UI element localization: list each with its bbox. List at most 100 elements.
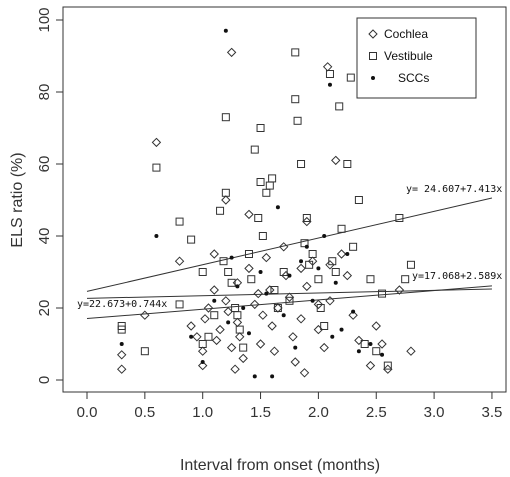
y-tick-label: 80 bbox=[36, 84, 53, 101]
regression-line bbox=[86, 285, 492, 320]
vestibule-point bbox=[273, 304, 282, 312]
cochlea-point bbox=[117, 364, 127, 374]
vestibule-point bbox=[256, 124, 265, 132]
vestibule-point bbox=[354, 196, 363, 204]
y-axis: 0 20 40 60 80 100 bbox=[36, 7, 64, 384]
cochlea-point bbox=[203, 303, 214, 313]
vestibule-point bbox=[314, 275, 323, 284]
regression-equation-label: y= 24.607+7.413x bbox=[406, 184, 502, 195]
cochlea-point bbox=[197, 346, 208, 356]
sccs-point bbox=[330, 334, 335, 339]
y-tick-label: 20 bbox=[36, 300, 53, 317]
y-tick-label: 0 bbox=[36, 376, 53, 384]
vestibule-point bbox=[325, 70, 334, 78]
x-tick-label: 0.5 bbox=[134, 404, 155, 421]
cochlea-point bbox=[394, 285, 405, 295]
y-tick-label: 60 bbox=[36, 156, 53, 173]
cochlea-point bbox=[221, 296, 231, 306]
cochlea-point bbox=[250, 299, 260, 310]
cochlea-point bbox=[192, 332, 202, 342]
vestibule-point bbox=[256, 178, 265, 186]
vestibule-point bbox=[244, 250, 253, 258]
sccs-point bbox=[235, 284, 240, 289]
cochlea-point bbox=[290, 357, 300, 367]
vestibule-point bbox=[117, 325, 126, 334]
cochlea-point bbox=[322, 62, 333, 72]
legend: Cochlea Vestibule SCCs bbox=[356, 17, 477, 99]
y-tick-label: 40 bbox=[36, 228, 53, 245]
sccs-point bbox=[264, 291, 269, 296]
vestibule-point bbox=[279, 268, 288, 276]
cochlea-point bbox=[151, 137, 162, 148]
vestibule-point bbox=[268, 174, 277, 183]
cochlea-point bbox=[215, 324, 225, 335]
vestibule-point bbox=[308, 250, 317, 258]
sccs-point bbox=[275, 205, 280, 210]
vestibule-point bbox=[250, 145, 259, 154]
vestibule-point bbox=[204, 332, 213, 341]
legend-label: Vestibule bbox=[384, 49, 433, 63]
vestibule-point bbox=[406, 260, 415, 269]
sccs-point bbox=[293, 345, 298, 350]
sccs-point bbox=[258, 270, 263, 274]
vestibule-point bbox=[239, 343, 248, 352]
x-tick-label: 2.5 bbox=[366, 404, 387, 421]
sccs-point bbox=[246, 331, 251, 336]
legend-items: Cochlea Vestibule SCCs bbox=[368, 27, 433, 85]
cochlea-point bbox=[230, 364, 240, 374]
vestibule-point bbox=[224, 268, 233, 276]
vestibule-point bbox=[231, 304, 240, 312]
cochlea-point bbox=[336, 249, 347, 259]
cochlea-point bbox=[226, 342, 237, 353]
sccs-point bbox=[223, 28, 228, 33]
sccs-point bbox=[200, 360, 205, 364]
cochlea-point bbox=[325, 296, 335, 306]
cochlea-point bbox=[244, 263, 254, 274]
x-tick-label: 3.5 bbox=[482, 404, 503, 421]
cochlea-point bbox=[342, 270, 353, 281]
vestibule-point bbox=[187, 235, 196, 244]
vestibule-point bbox=[302, 214, 311, 222]
cochlea-point bbox=[348, 310, 358, 320]
x-tick-label: 1.0 bbox=[192, 404, 213, 421]
sccs-point bbox=[327, 82, 332, 87]
vestibule-point bbox=[152, 163, 161, 172]
regression-equation-label: y=22.673+0.744x bbox=[77, 299, 167, 310]
cochlea-point bbox=[235, 332, 245, 342]
sccs-point bbox=[310, 298, 315, 303]
vestibule-point bbox=[366, 275, 375, 284]
cochlea-point bbox=[209, 285, 219, 295]
legend-label: Cochlea bbox=[384, 27, 428, 41]
cochlea-point bbox=[331, 155, 341, 166]
cochlea-point bbox=[371, 321, 381, 331]
sccs-point bbox=[270, 374, 275, 379]
cochlea-point bbox=[258, 310, 268, 320]
sccs-point bbox=[226, 320, 231, 325]
x-tick-label: 1.5 bbox=[250, 404, 271, 421]
vestibule-point bbox=[221, 113, 230, 122]
vestibule-point bbox=[247, 275, 256, 284]
sccs-point bbox=[287, 273, 292, 278]
cochlea-point bbox=[383, 364, 393, 374]
y-axis-title: ELS ratio (%) bbox=[9, 152, 26, 247]
diamond-marker-icon bbox=[368, 29, 378, 39]
vestibule-point bbox=[337, 224, 346, 233]
cochlea-point bbox=[296, 263, 306, 274]
x-axis-title: Interval from onset (months) bbox=[180, 457, 380, 474]
cochlea-point bbox=[232, 317, 243, 328]
cochlea-point bbox=[117, 350, 127, 360]
sccs-point bbox=[212, 298, 217, 303]
vestibule-point bbox=[395, 214, 404, 222]
y-tick-label: 100 bbox=[36, 7, 53, 32]
cochlea-point bbox=[186, 321, 196, 331]
sccs-point bbox=[368, 342, 373, 346]
vestibule-point bbox=[372, 347, 381, 356]
cochlea-point bbox=[211, 335, 222, 346]
vestibule-point bbox=[291, 48, 300, 57]
vestibule-point bbox=[262, 188, 271, 197]
x-tick-label: 0.0 bbox=[77, 404, 98, 421]
vestibule-point bbox=[285, 296, 294, 305]
cochlea-point bbox=[200, 314, 210, 324]
vestibule-point bbox=[349, 242, 358, 251]
